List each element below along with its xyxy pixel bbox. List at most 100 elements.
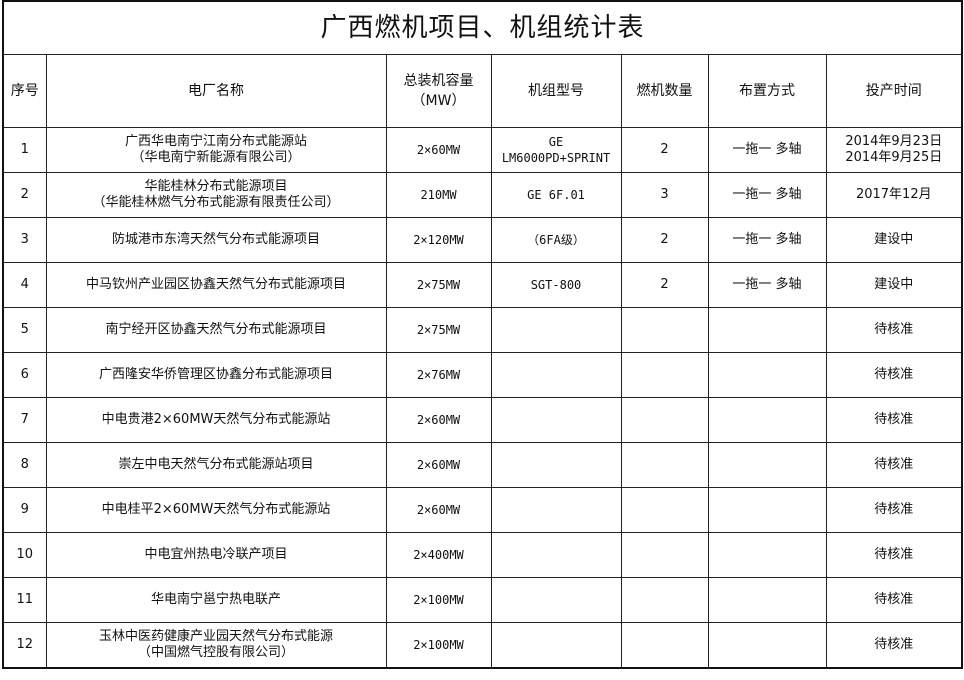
cell-capacity-line: 2×60MW — [416, 458, 461, 472]
cell-commission-date: 2017年12月 — [825, 172, 963, 218]
cell-plant-name: 华电南宁邕宁热电联产 — [45, 577, 387, 623]
table-row: 1 广西华电南宁江南分布式能源站 （华电南宁新能源有限公司） 2×60MW GE LM60… — [2, 127, 963, 173]
cell-plant-name-line: （华能桂林燃气分布式能源有限责任公司） — [92, 195, 340, 210]
cell-plant-name: 崇左中电天然气分布式能源站项目 — [45, 442, 387, 488]
cell-turbine-count — [620, 487, 709, 533]
cell-index: 1 — [2, 127, 47, 173]
cell-turbine-count: 2 — [620, 127, 709, 173]
table-row: 2 华能桂林分布式能源项目 （华能桂林燃气分布式能源有限责任公司） 210MW GE 6… — [2, 172, 963, 218]
cell-capacity: 2×75MW — [385, 262, 492, 308]
cell-capacity-line: 2×76MW — [416, 368, 461, 382]
cell-plant-name: 中马钦州产业园区协鑫天然气分布式能源项目 — [45, 262, 387, 308]
cell-turbine-count — [620, 397, 709, 443]
table-row: 9 中电桂平2×60MW天然气分布式能源站 2×60MW 待核准 — [2, 487, 963, 533]
cell-capacity-line: 2×75MW — [416, 278, 461, 292]
cell-plant-name: 广西隆安华侨管理区协鑫分布式能源项目 — [45, 352, 387, 398]
header-turbine-count: 燃机数量 — [620, 54, 709, 128]
cell-plant-name: 广西华电南宁江南分布式能源站 （华电南宁新能源有限公司） — [45, 127, 387, 173]
cell-plant-name: 玉林中医药健康产业园天然气分布式能源 （中国燃气控股有限公司） — [45, 622, 387, 668]
cell-capacity-line: 2×100MW — [413, 637, 464, 652]
cell-plant-name: 中电贵港2×60MW天然气分布式能源站 — [45, 397, 387, 443]
cell-unit-model — [490, 622, 622, 668]
cell-unit-model-line: LM6000PD+SPRINT — [501, 151, 611, 165]
cell-capacity: 2×400MW — [385, 532, 492, 578]
cell-commission-date-line: 待核准 — [874, 412, 914, 427]
cell-turbine-count-line: 2 — [660, 142, 669, 157]
header-layout: 布置方式 — [707, 54, 827, 128]
cell-unit-model-line: （6FA级） — [527, 233, 585, 247]
cell-capacity: 2×75MW — [385, 307, 492, 353]
cell-unit-model — [490, 352, 622, 398]
cell-turbine-count — [620, 622, 709, 668]
cell-capacity-line: 2×60MW — [416, 503, 461, 517]
cell-layout: 一拖一 多轴 — [707, 262, 827, 308]
cell-plant-name: 中电宜州热电冷联产项目 — [45, 532, 387, 578]
cell-capacity-line: 2×100MW — [413, 593, 464, 607]
cell-capacity: 2×60MW — [385, 487, 492, 533]
header-capacity: 总装机容量（MW） — [385, 54, 492, 128]
cell-capacity-line: 2×60MW — [416, 413, 461, 427]
cell-index-line: 8 — [20, 457, 29, 472]
cell-capacity: 2×60MW — [385, 127, 492, 173]
cell-layout-line: 一拖一 多轴 — [732, 187, 802, 202]
header-unit-model: 机组型号 — [490, 54, 622, 128]
cell-unit-model — [490, 577, 622, 623]
cell-plant-name-line: 中电贵港2×60MW天然气分布式能源站 — [101, 412, 331, 427]
cell-unit-model-line: GE 6F.01 — [527, 188, 585, 202]
cell-capacity-line: 2×75MW — [416, 323, 461, 337]
cell-plant-name-line: （华电南宁新能源有限公司） — [131, 150, 301, 165]
cell-turbine-count: 2 — [620, 262, 709, 308]
cell-plant-name-line: 华能桂林分布式能源项目 — [144, 179, 288, 194]
cell-layout-line: 一拖一 多轴 — [732, 277, 802, 292]
cell-plant-name: 华能桂林分布式能源项目 （华能桂林燃气分布式能源有限责任公司） — [45, 172, 387, 218]
cell-unit-model — [490, 307, 622, 353]
cell-index-line: 1 — [20, 142, 29, 157]
cell-unit-model-line: GE — [548, 135, 564, 149]
cell-turbine-count-line: 3 — [660, 187, 669, 202]
cell-unit-model — [490, 442, 622, 488]
cell-capacity: 2×60MW — [385, 442, 492, 488]
cell-turbine-count-line: 2 — [660, 277, 669, 292]
cell-capacity: 2×60MW — [385, 397, 492, 443]
cell-plant-name-line: 崇左中电天然气分布式能源站项目 — [118, 457, 314, 472]
cell-commission-date-line: 2014年9月23日 — [845, 134, 943, 149]
cell-plant-name: 南宁经开区协鑫天然气分布式能源项目 — [45, 307, 387, 353]
cell-index: 12 — [2, 622, 47, 668]
cell-commission-date: 建设中 — [825, 262, 963, 308]
cell-index-line: 9 — [20, 502, 29, 517]
cell-layout: 一拖一 多轴 — [707, 172, 827, 218]
cell-capacity: 2×100MW — [385, 577, 492, 623]
cell-layout: 一拖一 多轴 — [707, 127, 827, 173]
cell-commission-date-line: 待核准 — [874, 367, 914, 382]
cell-layout-line: 一拖一 多轴 — [732, 142, 802, 157]
cell-commission-date: 2014年9月23日 2014年9月25日 — [825, 127, 963, 173]
cell-index: 10 — [2, 532, 47, 578]
cell-index-line: 11 — [16, 592, 34, 607]
cell-commission-date: 待核准 — [825, 487, 963, 533]
cell-index: 7 — [2, 397, 47, 443]
cell-index: 11 — [2, 577, 47, 623]
cell-capacity: 2×120MW — [385, 217, 492, 263]
cell-index: 9 — [2, 487, 47, 533]
cell-plant-name-line: 中马钦州产业园区协鑫天然气分布式能源项目 — [85, 277, 346, 292]
cell-index-line: 3 — [20, 232, 29, 247]
cell-commission-date-line: 待核准 — [874, 592, 914, 607]
cell-commission-date-line: 2017年12月 — [855, 187, 932, 202]
cell-index-line: 12 — [16, 636, 34, 652]
cell-commission-date-line: 2014年9月25日 — [845, 150, 943, 165]
cell-unit-model — [490, 487, 622, 533]
cell-layout — [707, 352, 827, 398]
cell-capacity: 2×76MW — [385, 352, 492, 398]
cell-capacity: 210MW — [385, 172, 492, 218]
header-index: 序号 — [2, 54, 47, 128]
cell-layout — [707, 442, 827, 488]
cell-capacity-line: 2×120MW — [413, 233, 464, 247]
cell-turbine-count — [620, 442, 709, 488]
table-row: 6 广西隆安华侨管理区协鑫分布式能源项目 2×76MW 待核准 — [2, 352, 963, 398]
cell-turbine-count-line: 2 — [660, 232, 669, 247]
table-row: 5 南宁经开区协鑫天然气分布式能源项目 2×75MW 待核准 — [2, 307, 963, 353]
cell-commission-date-line: 待核准 — [874, 502, 914, 517]
cell-commission-date: 建设中 — [825, 217, 963, 263]
cell-plant-name-line: 玉林中医药健康产业园天然气分布式能源 — [98, 628, 333, 644]
